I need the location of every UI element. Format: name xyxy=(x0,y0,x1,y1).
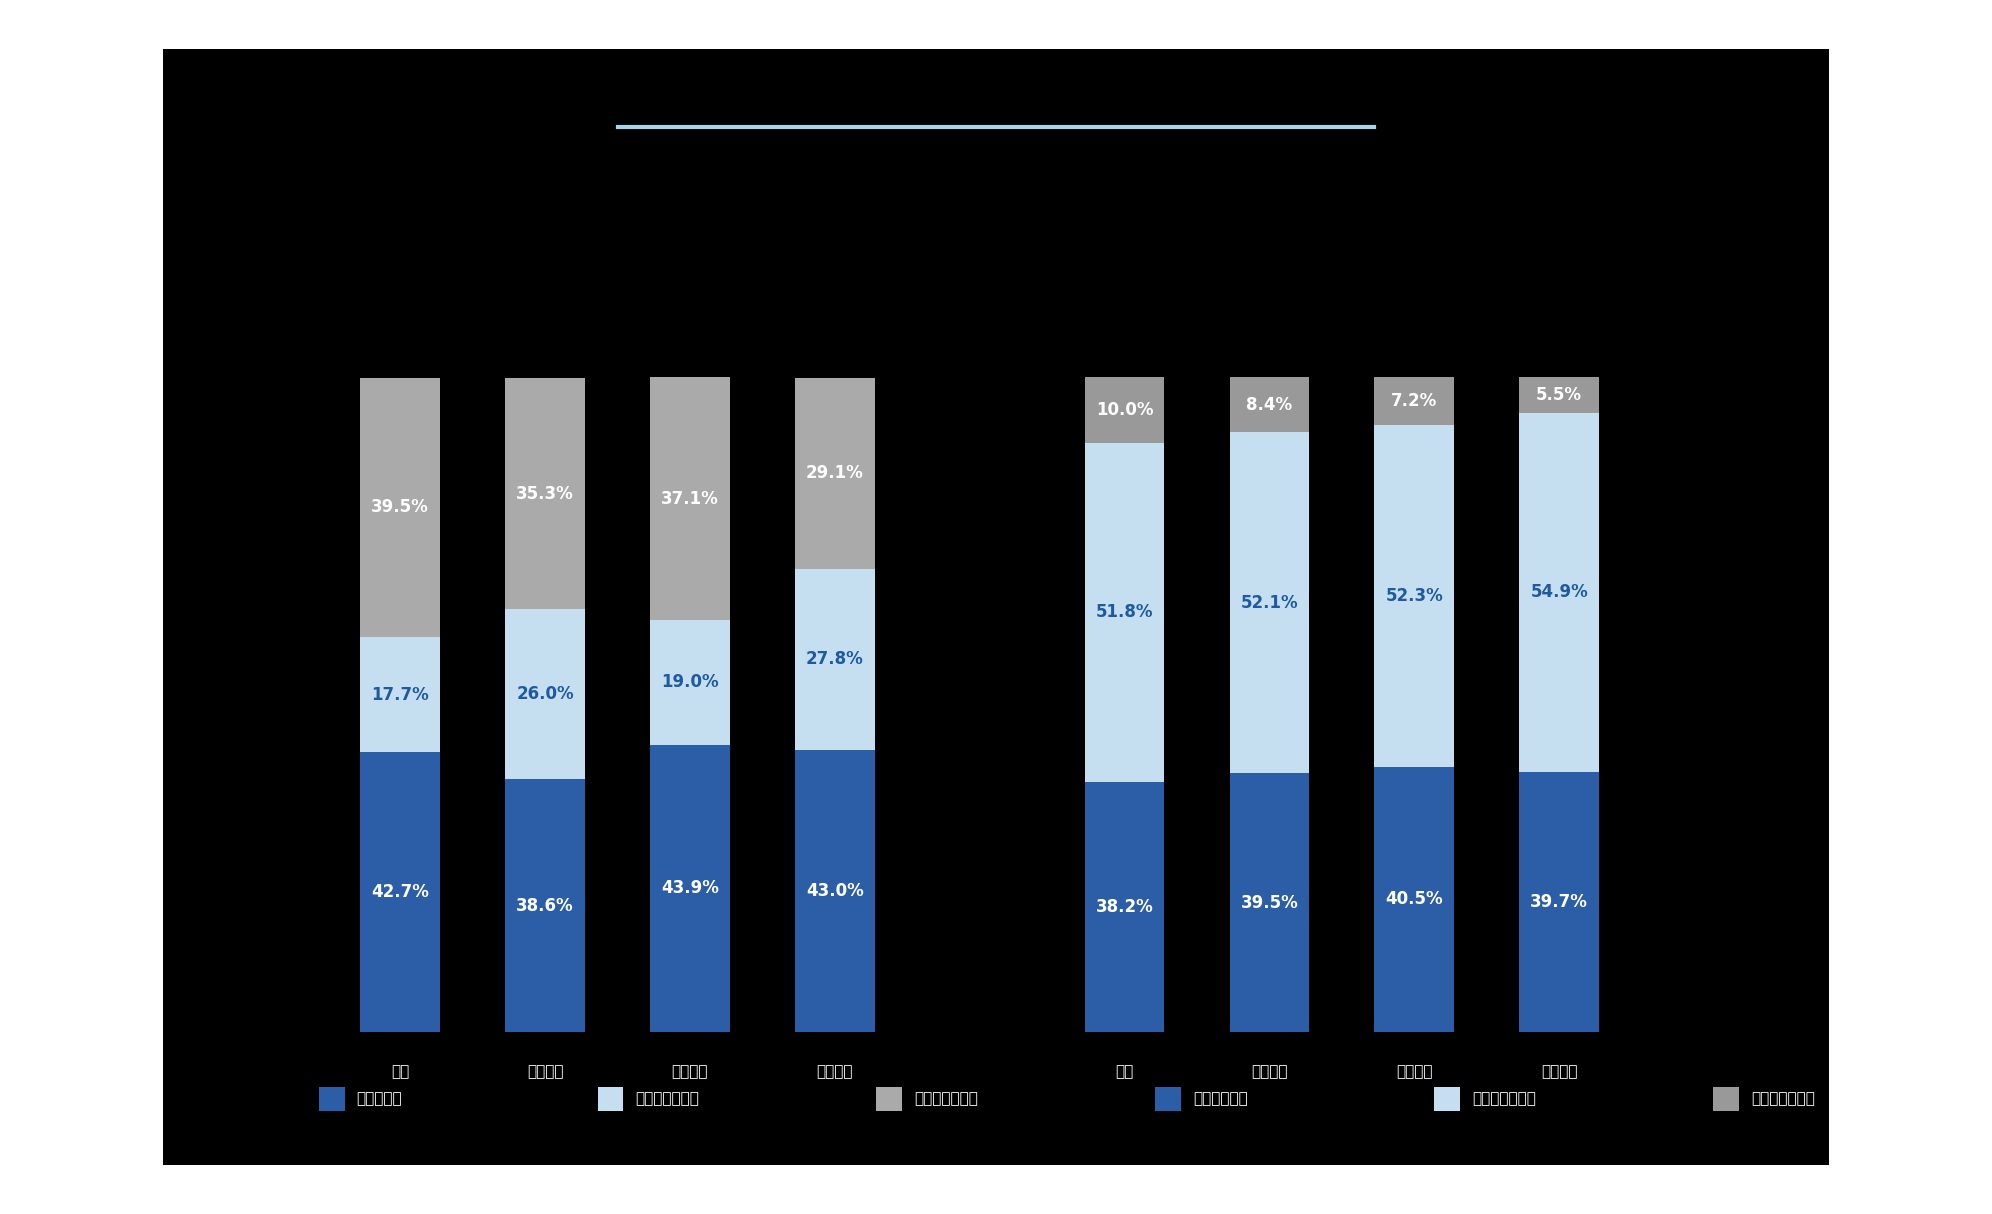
Bar xyxy=(649,378,729,620)
Bar xyxy=(1229,378,1309,432)
Text: 全体: 全体 xyxy=(1116,1065,1133,1079)
Bar xyxy=(506,779,586,1032)
Text: 7.2%: 7.2% xyxy=(1390,392,1438,410)
Bar xyxy=(361,636,440,753)
Text: 52.3%: 52.3% xyxy=(1386,586,1442,605)
Text: 54.9%: 54.9% xyxy=(1530,584,1588,601)
Bar xyxy=(1086,378,1165,443)
Text: 海外勤務: 海外勤務 xyxy=(817,1065,853,1079)
Text: 43.9%: 43.9% xyxy=(661,879,719,897)
Bar xyxy=(361,753,440,1032)
Bar xyxy=(1086,443,1165,782)
Bar xyxy=(506,609,586,779)
Text: どちらでもない: どちらでもない xyxy=(635,1091,699,1106)
Text: 実施あり: 実施あり xyxy=(1251,1065,1287,1079)
Bar xyxy=(795,378,874,568)
Text: 35.3%: 35.3% xyxy=(516,484,574,503)
Bar xyxy=(649,620,729,744)
Bar xyxy=(1520,413,1600,772)
Text: 8.4%: 8.4% xyxy=(1247,396,1293,414)
Text: 38.2%: 38.2% xyxy=(1096,898,1153,915)
Text: 全体: 全体 xyxy=(390,1065,408,1079)
Text: 満足していない: 満足していない xyxy=(1751,1091,1815,1106)
Bar xyxy=(1520,376,1600,413)
Text: 39.5%: 39.5% xyxy=(1241,894,1299,912)
Bar xyxy=(1374,378,1454,425)
Text: 10.0%: 10.0% xyxy=(1096,401,1153,419)
Bar xyxy=(1229,432,1309,773)
Bar xyxy=(795,568,874,750)
Bar xyxy=(649,744,729,1032)
Text: 51.8%: 51.8% xyxy=(1096,603,1153,622)
Bar xyxy=(506,378,586,609)
Text: 37.1%: 37.1% xyxy=(661,489,719,507)
Text: 52.1%: 52.1% xyxy=(1241,594,1299,612)
Text: 42.7%: 42.7% xyxy=(371,883,428,901)
Text: 26.0%: 26.0% xyxy=(516,685,574,703)
Text: 29.1%: 29.1% xyxy=(807,464,865,482)
Bar xyxy=(1374,425,1454,767)
Text: 40.5%: 40.5% xyxy=(1386,890,1442,908)
Text: 17.7%: 17.7% xyxy=(371,686,428,703)
Text: 5.5%: 5.5% xyxy=(1536,386,1582,404)
Text: 交流したい: 交流したい xyxy=(357,1091,402,1106)
Bar xyxy=(1520,772,1600,1032)
Bar xyxy=(1229,773,1309,1032)
Text: 43.0%: 43.0% xyxy=(807,883,865,901)
Text: 38.6%: 38.6% xyxy=(516,897,574,914)
Text: 39.5%: 39.5% xyxy=(371,498,428,516)
Text: 19.0%: 19.0% xyxy=(661,674,719,692)
Text: 満足している: 満足している xyxy=(1193,1091,1247,1106)
Text: 交流したくない: 交流したくない xyxy=(914,1091,978,1106)
Text: 実施なし: 実施なし xyxy=(1396,1065,1432,1079)
Bar xyxy=(361,378,440,636)
Text: 実施なし: 実施なし xyxy=(671,1065,709,1079)
Text: 海外勤務: 海外勤務 xyxy=(1542,1065,1578,1079)
Text: 39.7%: 39.7% xyxy=(1530,894,1588,910)
Bar xyxy=(795,750,874,1032)
Text: 実施あり: 実施あり xyxy=(526,1065,564,1079)
Bar xyxy=(1086,782,1165,1032)
Text: どちらでもない: どちらでもない xyxy=(1472,1091,1536,1106)
Bar xyxy=(1374,767,1454,1032)
Text: 27.8%: 27.8% xyxy=(807,651,865,669)
